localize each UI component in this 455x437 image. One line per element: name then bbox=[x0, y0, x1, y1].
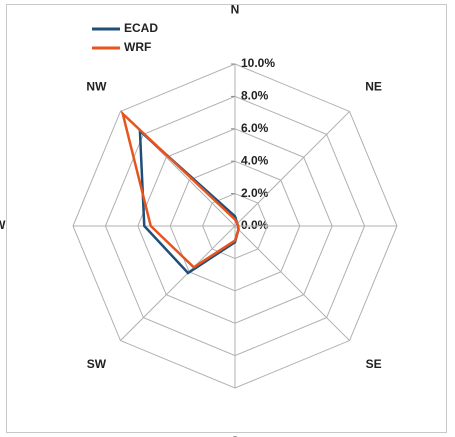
r-tick-label: 8.0% bbox=[241, 89, 269, 103]
legend-label: ECAD bbox=[124, 21, 158, 35]
category-label: W bbox=[0, 218, 6, 232]
r-tick-label: 10.0% bbox=[241, 56, 275, 70]
category-label: N bbox=[231, 3, 240, 17]
category-label: SW bbox=[87, 357, 107, 371]
category-label: S bbox=[231, 434, 239, 437]
category-label: NE bbox=[365, 80, 382, 94]
r-tick-label: 2.0% bbox=[241, 186, 269, 200]
r-tick-label: 0.0% bbox=[241, 218, 269, 232]
spoke bbox=[120, 225, 236, 341]
category-label: NW bbox=[86, 80, 107, 94]
spoke bbox=[234, 225, 350, 341]
r-tick-label: 6.0% bbox=[241, 121, 269, 135]
category-label: SE bbox=[366, 357, 382, 371]
chart-frame bbox=[6, 4, 447, 433]
legend-label: WRF bbox=[124, 40, 151, 54]
spoke bbox=[234, 111, 350, 227]
r-tick-label: 4.0% bbox=[241, 153, 269, 167]
series-line bbox=[120, 109, 240, 269]
